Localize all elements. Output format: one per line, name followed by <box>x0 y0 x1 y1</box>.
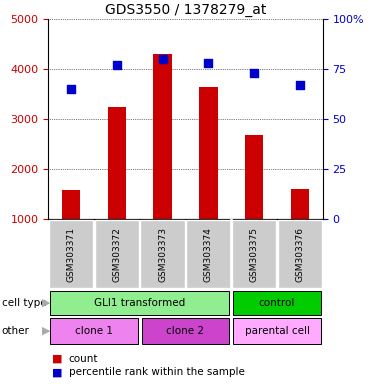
Text: ■: ■ <box>52 367 62 377</box>
Bar <box>154 54 172 219</box>
Point <box>251 70 257 76</box>
Text: clone 1: clone 1 <box>75 326 113 336</box>
Text: GSM303375: GSM303375 <box>250 227 259 282</box>
Text: count: count <box>69 354 98 364</box>
Point <box>297 82 303 88</box>
Text: parental cell: parental cell <box>244 326 309 336</box>
Bar <box>291 189 309 219</box>
Bar <box>233 291 321 316</box>
Bar <box>140 220 185 288</box>
Title: GDS3550 / 1378279_at: GDS3550 / 1378279_at <box>105 3 266 17</box>
Text: ■: ■ <box>52 354 62 364</box>
Bar <box>232 220 276 288</box>
Bar <box>50 291 229 316</box>
Text: other: other <box>2 326 30 336</box>
Text: GSM303376: GSM303376 <box>295 227 304 282</box>
Text: ▶: ▶ <box>42 326 50 336</box>
Text: percentile rank within the sample: percentile rank within the sample <box>69 367 244 377</box>
Bar <box>108 107 126 219</box>
Bar <box>186 220 231 288</box>
Bar <box>50 318 138 344</box>
Text: cell type: cell type <box>2 298 46 308</box>
Bar <box>95 220 139 288</box>
Bar <box>233 318 321 344</box>
Text: GSM303372: GSM303372 <box>112 227 121 282</box>
Point <box>206 60 211 66</box>
Text: clone 2: clone 2 <box>167 326 204 336</box>
Bar <box>245 135 263 219</box>
Bar <box>49 220 93 288</box>
Text: GSM303371: GSM303371 <box>67 227 76 282</box>
Point <box>68 86 74 92</box>
Text: ▶: ▶ <box>42 298 50 308</box>
Bar <box>142 318 229 344</box>
Text: GSM303374: GSM303374 <box>204 227 213 282</box>
Bar <box>278 220 322 288</box>
Text: GLI1 transformed: GLI1 transformed <box>94 298 186 308</box>
Bar <box>62 190 80 219</box>
Bar <box>199 87 217 219</box>
Text: control: control <box>259 298 295 308</box>
Point <box>160 56 165 62</box>
Text: GSM303373: GSM303373 <box>158 227 167 282</box>
Point <box>114 62 120 68</box>
